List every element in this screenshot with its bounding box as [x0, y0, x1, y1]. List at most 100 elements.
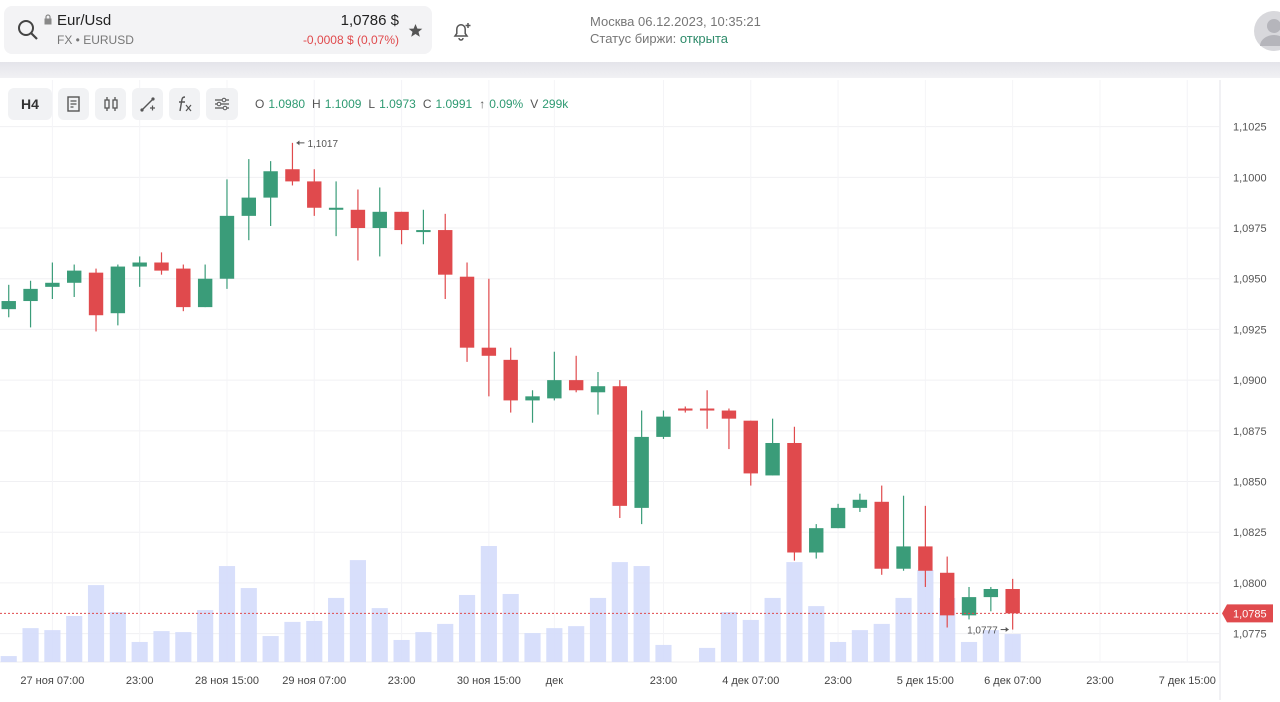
template-icon — [66, 96, 80, 112]
y-tick-label: 1,0975 — [1233, 223, 1267, 235]
price-change: -0,0008 $ (0,07%) — [302, 33, 399, 47]
candle-body — [874, 501, 889, 569]
candle-body — [88, 272, 104, 316]
candle-body — [503, 359, 518, 401]
candle-body — [459, 276, 475, 348]
volume-bar — [764, 597, 781, 662]
label-layer: 1,0775 1,0800 1,0825 1,0850 1,0875 1,0900 1,09… — [0, 122, 1273, 687]
volume-bar — [982, 630, 999, 662]
x-tick-label: 7 дек 15:00 — [1159, 675, 1216, 687]
volume-bar — [175, 632, 192, 662]
chart-type-button[interactable] — [95, 88, 126, 120]
x-tick-label: 6 дек 07:00 — [984, 675, 1041, 687]
x-tick-label: 29 ноя 07:00 — [282, 675, 346, 687]
candle-body — [372, 211, 387, 229]
volume-bar — [546, 628, 563, 662]
volume-bar — [371, 608, 388, 662]
settings-button[interactable] — [206, 88, 238, 120]
candle-body — [350, 209, 366, 229]
candle-body — [721, 410, 737, 419]
volume-bar — [655, 644, 672, 662]
candle-body — [132, 262, 147, 267]
candle-body — [830, 507, 846, 529]
volume-bar — [66, 615, 83, 662]
y-tick-label: 1,1000 — [1233, 172, 1267, 184]
candle-body — [918, 546, 933, 571]
volume-bar — [633, 566, 650, 662]
candle-body — [547, 380, 562, 399]
x-tick-label: 27 ноя 07:00 — [20, 675, 84, 687]
candle-body — [939, 572, 955, 616]
volume-bar — [437, 623, 454, 662]
interval-button[interactable]: H4 — [8, 88, 52, 120]
candle-body — [438, 230, 453, 275]
avatar[interactable] — [1254, 10, 1280, 52]
volume-bar — [197, 610, 214, 662]
volume-bar — [829, 641, 847, 662]
volume-bar — [502, 593, 519, 662]
search-icon[interactable] — [16, 18, 40, 42]
ohlc-item: O 1.0980 — [255, 97, 305, 111]
candle-body — [961, 597, 977, 616]
volume-bar — [22, 628, 39, 662]
ohlc-item: V 299k — [530, 97, 568, 111]
y-tick-label: 1,0800 — [1233, 578, 1267, 590]
candle-body — [699, 408, 715, 411]
volume-bar — [0, 656, 17, 662]
symbol-box[interactable] — [4, 6, 432, 54]
ohlc-key: C — [422, 97, 432, 111]
candle-body — [809, 528, 824, 553]
candle-body — [765, 442, 780, 476]
volume-bar — [1004, 634, 1021, 662]
x-tick-label: 23:00 — [824, 675, 852, 687]
indicators-button[interactable] — [169, 88, 200, 120]
volume-bar — [917, 569, 934, 662]
candle-body — [307, 181, 322, 208]
y-tick-label: 1,0950 — [1233, 274, 1267, 286]
candle-body — [612, 386, 628, 506]
ohlc-key: O — [255, 97, 265, 111]
favorite-star[interactable] — [408, 23, 423, 38]
x-tick-label: 23:00 — [1086, 675, 1114, 687]
fx-icon — [178, 96, 191, 112]
ohlc-key: L — [368, 97, 376, 111]
volume-bar — [699, 647, 716, 662]
annotation-arrowhead — [296, 140, 300, 146]
candle-body — [1, 301, 16, 310]
x-tick-label: 23:00 — [388, 675, 416, 687]
volume-bar — [415, 632, 432, 662]
y-tick-label: 1,1025 — [1233, 122, 1267, 134]
candles-icon — [103, 97, 118, 111]
candle-body — [23, 288, 38, 302]
y-tick-label: 1,0775 — [1233, 629, 1267, 641]
x-tick-label: 23:00 — [126, 675, 154, 687]
candle-body — [67, 270, 82, 283]
ohlc-value: 299k — [542, 97, 569, 111]
candle-body — [634, 436, 649, 508]
symbol: Eur/Usd — [57, 12, 112, 29]
volume-bar — [611, 562, 628, 662]
alert-bell[interactable] — [450, 19, 474, 43]
volume-bar — [240, 588, 257, 662]
volume-bar — [87, 585, 105, 662]
candle-body — [285, 169, 300, 182]
candle-body — [481, 347, 497, 356]
price: 1,0786 $ — [340, 12, 399, 29]
candle-body — [219, 215, 235, 279]
y-tick-label: 1,0850 — [1233, 477, 1267, 489]
ohlc-key: H — [312, 97, 321, 111]
template-button[interactable] — [58, 88, 89, 120]
volume-bar — [742, 619, 759, 662]
volume-bar — [895, 597, 912, 662]
grid — [0, 80, 1220, 662]
x-tick-label: 5 дек 15:00 — [897, 675, 954, 687]
drawing-button[interactable] — [132, 88, 163, 120]
volume-bar — [328, 597, 345, 662]
ohlc-value: 1.0973 — [379, 97, 416, 111]
volume-bar — [262, 636, 279, 662]
volume-bar — [851, 630, 868, 662]
candle-body — [656, 416, 671, 437]
candle-body — [568, 380, 584, 391]
